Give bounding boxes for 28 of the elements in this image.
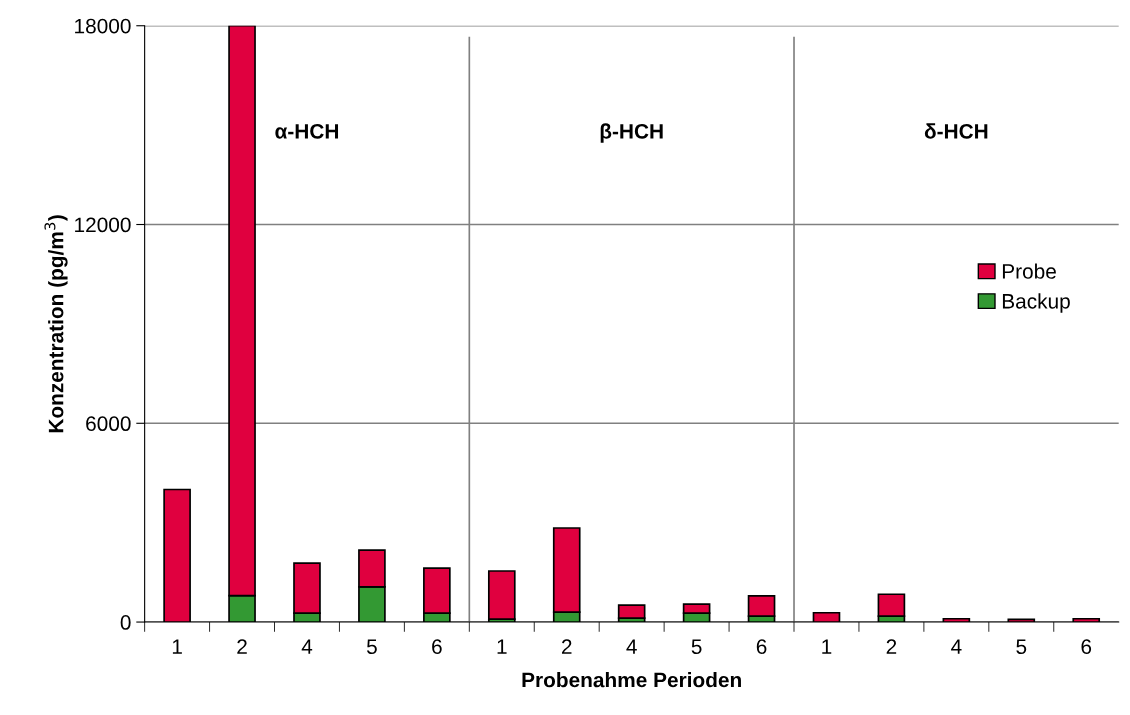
x-tick-label: 2 <box>886 639 897 654</box>
y-tick-label: 18000 <box>75 18 131 34</box>
legend-label: Probe <box>1002 263 1056 279</box>
x-tick-label: 2 <box>237 639 247 654</box>
x-tick-label: 1 <box>822 639 832 654</box>
x-tick-label: 6 <box>756 639 767 655</box>
x-tick-label: 6 <box>1081 639 1092 655</box>
x-tick-label: 4 <box>951 639 962 654</box>
y-tick-label: 6000 <box>86 416 131 432</box>
bar <box>487 570 516 620</box>
x-tick-label: 5 <box>691 639 702 655</box>
x-tick-label: 4 <box>301 639 313 654</box>
x-tick-label: 5 <box>366 639 377 655</box>
x-tick-label: 1 <box>172 639 182 654</box>
x-tick-label: 5 <box>1016 639 1027 655</box>
x-axis-title: Probenahme Perioden <box>522 672 741 688</box>
legend-label: Backup <box>1002 293 1070 313</box>
annotation: δ-HCH <box>924 123 988 139</box>
annotation: β-HCH <box>600 123 663 143</box>
y-tick-label: 0 <box>120 615 131 630</box>
x-tick-label: 4 <box>626 639 637 654</box>
y-tick-label: 12000 <box>75 217 131 233</box>
bar <box>617 604 646 619</box>
annotation: α-HCH <box>275 123 339 139</box>
x-tick-label: 2 <box>561 639 572 654</box>
x-tick-label: 6 <box>432 639 442 655</box>
y-axis-title: Konzentration (pg/m$^{3}$) <box>44 215 68 433</box>
x-tick-label: 1 <box>497 639 507 654</box>
